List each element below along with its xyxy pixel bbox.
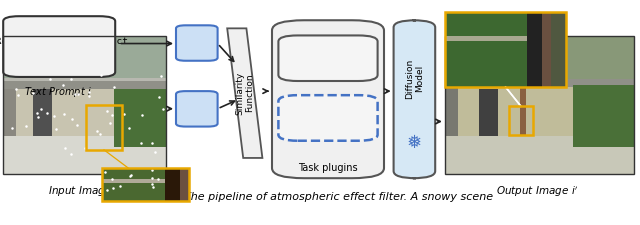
Text: Input Image $i$: Input Image $i$ <box>48 184 118 198</box>
Bar <box>102 179 164 183</box>
FancyBboxPatch shape <box>278 35 378 81</box>
Text: Similarity
Function: Similarity Function <box>235 72 255 115</box>
FancyBboxPatch shape <box>278 95 378 141</box>
Bar <box>3 87 114 136</box>
Bar <box>445 136 634 174</box>
FancyBboxPatch shape <box>176 91 218 126</box>
Polygon shape <box>227 28 262 158</box>
Bar <box>520 87 526 136</box>
Bar <box>164 168 180 202</box>
Text: $E_T$: $E_T$ <box>189 36 205 51</box>
Bar <box>3 36 166 174</box>
Text: Output Image $i'$: Output Image $i'$ <box>496 184 579 199</box>
FancyBboxPatch shape <box>3 16 115 77</box>
Bar <box>573 85 634 147</box>
Text: $E_V$: $E_V$ <box>189 101 205 116</box>
Bar <box>86 105 122 150</box>
Bar <box>445 12 566 87</box>
Text: Desnow: Desnow <box>305 111 351 124</box>
Text: Diffusion
Model: Diffusion Model <box>404 58 424 99</box>
Text: "Remove the snowy effect
in the image.": "Remove the snowy effect in the image." <box>0 37 128 56</box>
Bar <box>550 12 566 87</box>
FancyBboxPatch shape <box>272 20 384 178</box>
Bar <box>445 87 458 136</box>
Bar <box>102 168 189 202</box>
FancyBboxPatch shape <box>394 20 435 178</box>
Bar <box>33 89 52 136</box>
Text: Fig. 3: The pipeline of atmospheric effect filter. A snowy scene: Fig. 3: The pipeline of atmospheric effe… <box>147 193 493 202</box>
Bar <box>445 87 573 136</box>
Bar <box>509 106 533 135</box>
Bar <box>445 36 527 41</box>
Bar <box>3 81 166 89</box>
Bar <box>527 12 542 87</box>
Bar <box>3 36 166 98</box>
Bar <box>445 36 634 98</box>
Bar <box>479 89 498 136</box>
Bar <box>114 85 166 147</box>
Text: Text Prompt $i$: Text Prompt $i$ <box>24 85 92 99</box>
Bar <box>445 79 634 89</box>
Bar <box>3 87 16 136</box>
FancyBboxPatch shape <box>176 25 218 61</box>
Text: Derain: Derain <box>308 52 348 65</box>
Bar <box>445 12 566 87</box>
Bar <box>445 36 634 174</box>
Text: ❅: ❅ <box>407 135 422 153</box>
Bar <box>180 168 189 202</box>
Bar <box>102 168 189 202</box>
Bar <box>542 12 550 87</box>
Bar <box>3 136 166 174</box>
Bar <box>3 78 166 89</box>
Text: Task plugins: Task plugins <box>298 163 358 173</box>
